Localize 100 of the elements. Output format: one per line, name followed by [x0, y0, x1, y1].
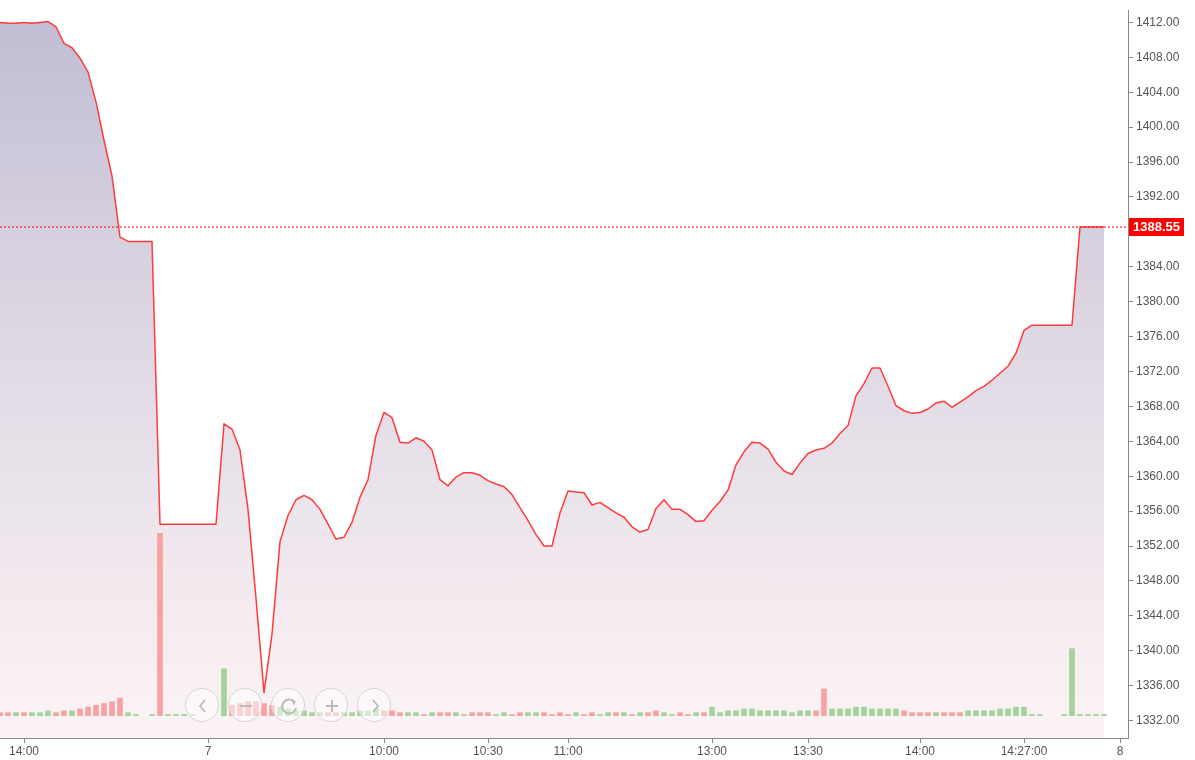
bar [741, 708, 747, 716]
bar [429, 712, 435, 716]
bar [813, 710, 819, 716]
bar [85, 706, 91, 716]
bar [1005, 708, 1011, 716]
bar [557, 712, 563, 716]
y-tick-label: 1356.00 [1136, 503, 1180, 518]
bar [1013, 706, 1019, 716]
bar [653, 710, 659, 716]
bar [69, 710, 75, 716]
bar [637, 712, 643, 716]
bar [973, 710, 979, 716]
bar [445, 712, 451, 716]
bar [781, 710, 787, 716]
bar [893, 708, 899, 716]
bar [309, 712, 315, 716]
y-tick-label: 1372.00 [1136, 363, 1180, 378]
x-tick-label: 10:30 [472, 743, 504, 758]
bar [93, 705, 99, 716]
y-tick-label: 1368.00 [1136, 398, 1180, 413]
bar [933, 712, 939, 716]
bar [621, 712, 627, 716]
y-tick-label: 1392.00 [1136, 189, 1180, 204]
bar [645, 712, 651, 716]
bar [117, 697, 123, 716]
bar [821, 688, 827, 716]
bar [981, 710, 987, 716]
bar [957, 712, 963, 716]
bar [789, 712, 795, 716]
bar [997, 708, 1003, 716]
bar [413, 712, 419, 716]
bar [397, 712, 403, 716]
bar [901, 710, 907, 716]
bar [301, 710, 307, 716]
bar [709, 706, 715, 716]
bar [365, 710, 371, 716]
bar [389, 710, 395, 716]
bar [157, 533, 163, 716]
bar [517, 712, 523, 716]
bar [501, 712, 507, 716]
bar [469, 712, 475, 716]
bar [749, 708, 755, 716]
bar [845, 708, 851, 716]
bar [989, 710, 995, 716]
bar [261, 703, 267, 716]
bar [525, 712, 531, 716]
bar [125, 712, 131, 716]
bar [605, 712, 611, 716]
bar [837, 708, 843, 716]
y-tick-label: 1384.00 [1136, 259, 1180, 274]
bar [77, 708, 83, 716]
y-tick-label: 1352.00 [1136, 538, 1180, 553]
bar [1069, 648, 1075, 716]
bar [941, 712, 947, 716]
bar [853, 706, 859, 716]
x-tick-label: 11:00 [553, 743, 583, 758]
x-tick-label: 8 [1116, 743, 1124, 758]
bar [101, 703, 107, 716]
bar [341, 712, 347, 716]
y-tick-label: 1412.00 [1136, 14, 1180, 29]
y-tick-label: 1376.00 [1136, 328, 1180, 343]
bar [765, 710, 771, 716]
bar [693, 712, 699, 716]
bar [237, 703, 243, 716]
y-tick-label: 1364.00 [1136, 433, 1180, 448]
bar [877, 708, 883, 716]
bar [45, 710, 51, 716]
bar [29, 712, 35, 716]
bar [325, 712, 331, 716]
bar [677, 712, 683, 716]
x-tick-label: 13:30 [792, 743, 824, 758]
y-tick-label: 1340.00 [1136, 643, 1180, 658]
bar [221, 668, 227, 716]
y-tick-label: 1344.00 [1136, 608, 1180, 623]
x-tick-label: 14:00 [8, 743, 40, 758]
bar [453, 712, 459, 716]
bar [949, 712, 955, 716]
bar [357, 710, 363, 716]
bar [909, 712, 915, 716]
bar [725, 710, 731, 716]
x-tick-label: 14:00 [904, 743, 936, 758]
ref-line-label: 1388.55 [1133, 218, 1180, 234]
bar [701, 712, 707, 716]
bar [613, 712, 619, 716]
y-tick-label: 1396.00 [1136, 154, 1180, 169]
y-tick-label: 1348.00 [1136, 573, 1180, 588]
bar [485, 712, 491, 716]
bar [885, 708, 891, 716]
bar [253, 701, 259, 716]
bar [541, 712, 547, 716]
x-tick-label: 13:00 [696, 743, 728, 758]
y-tick-label: 1400.00 [1136, 119, 1180, 134]
bar [589, 712, 595, 716]
bar [53, 712, 59, 716]
y-tick-label: 1336.00 [1136, 677, 1180, 692]
bar [869, 708, 875, 716]
bar [109, 701, 115, 716]
bar [269, 705, 275, 716]
y-tick-label: 1404.00 [1136, 84, 1180, 99]
bar [381, 710, 387, 716]
